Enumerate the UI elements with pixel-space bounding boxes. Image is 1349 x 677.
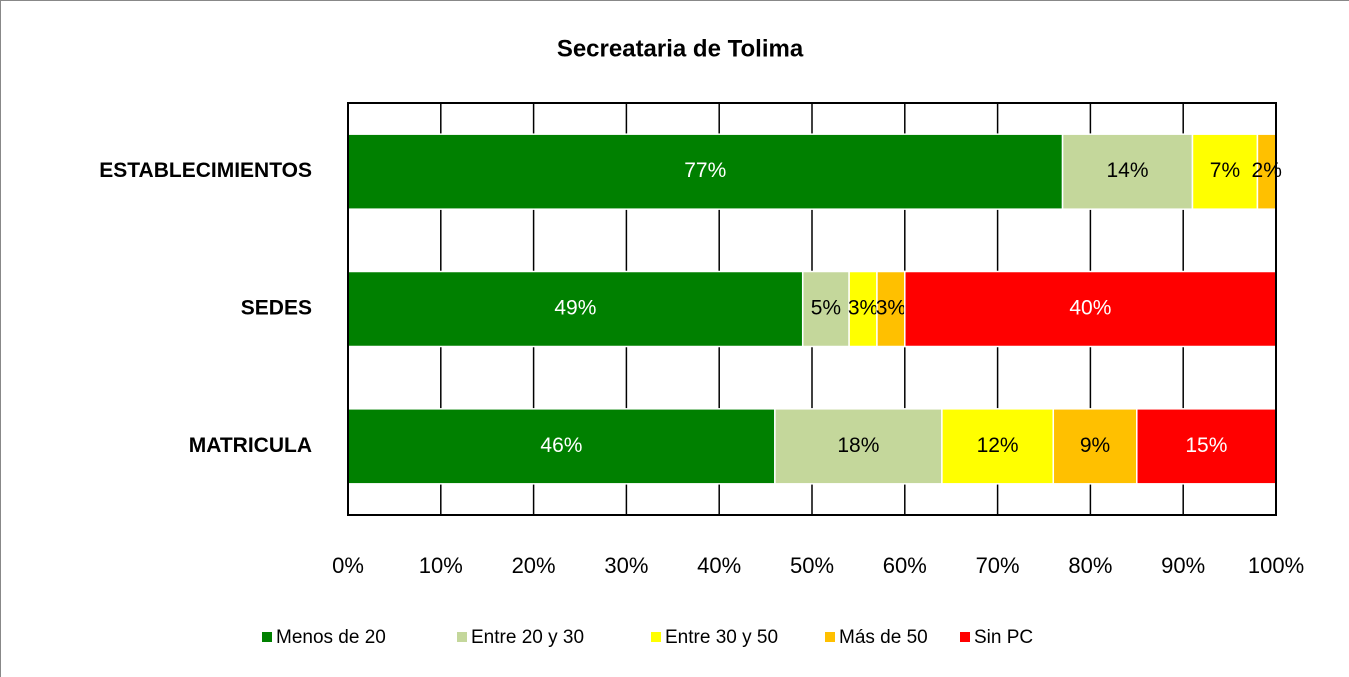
bar-segment: [876, 270, 906, 348]
bar-segment: [941, 408, 1055, 485]
plot-border: [347, 102, 1277, 516]
data-label: 5%: [811, 297, 841, 320]
legend-label: Entre 30 y 50: [665, 627, 778, 648]
x-tick-label: 70%: [976, 553, 1020, 578]
x-tick-label: 90%: [1161, 553, 1205, 578]
bar-segment: [347, 133, 1064, 210]
legend-label: Menos de 20: [276, 627, 386, 648]
x-tick-label: 50%: [790, 553, 834, 578]
legend-label: Sin PC: [974, 627, 1033, 648]
x-tick-label: 10%: [419, 553, 463, 578]
bar-segment: [904, 270, 1277, 348]
x-tick-label: 100%: [1248, 553, 1304, 578]
data-label: 46%: [540, 434, 582, 457]
legend-swatch: [960, 632, 970, 642]
bar-segment: [801, 270, 850, 348]
bar-segment: [1136, 408, 1277, 485]
x-tick-label: 30%: [604, 553, 648, 578]
data-label: 7%: [1210, 159, 1240, 182]
x-tick-label: 40%: [697, 553, 741, 578]
legend-label: Más de 50: [839, 627, 928, 648]
x-tick-label: 0%: [332, 553, 364, 578]
bar-segment: [1052, 408, 1138, 485]
data-label: 2%: [1252, 159, 1282, 182]
bar-segment: [848, 270, 878, 348]
data-label: 3%: [876, 297, 906, 320]
bar-segment: [1191, 133, 1259, 210]
data-label: 15%: [1185, 434, 1227, 457]
y-tick-label: SEDES: [241, 297, 312, 320]
bar-segment: [347, 408, 776, 485]
data-label: 18%: [837, 434, 879, 457]
data-label: 3%: [848, 297, 878, 320]
x-tick-label: 20%: [512, 553, 556, 578]
x-tick-label: 60%: [883, 553, 927, 578]
y-tick-label: ESTABLECIMIENTOS: [99, 159, 312, 182]
bar-segment: [774, 408, 943, 485]
legend-label: Entre 20 y 30: [471, 627, 584, 648]
x-tick-label: 80%: [1068, 553, 1112, 578]
legend-swatch: [262, 632, 272, 642]
legend-swatch: [651, 632, 661, 642]
data-label: 14%: [1107, 159, 1149, 182]
data-label: 77%: [684, 159, 726, 182]
data-label: 49%: [554, 297, 596, 320]
y-tick-label: MATRICULA: [189, 434, 312, 457]
legend-swatch: [825, 632, 835, 642]
bar-segment: [1061, 133, 1194, 210]
data-label: 12%: [977, 434, 1019, 457]
bar-segment: [347, 270, 804, 348]
data-label: 40%: [1069, 297, 1111, 320]
data-label: 9%: [1080, 434, 1110, 457]
legend-swatch: [457, 632, 467, 642]
chart-title: Secreataria de Tolima: [557, 35, 804, 62]
